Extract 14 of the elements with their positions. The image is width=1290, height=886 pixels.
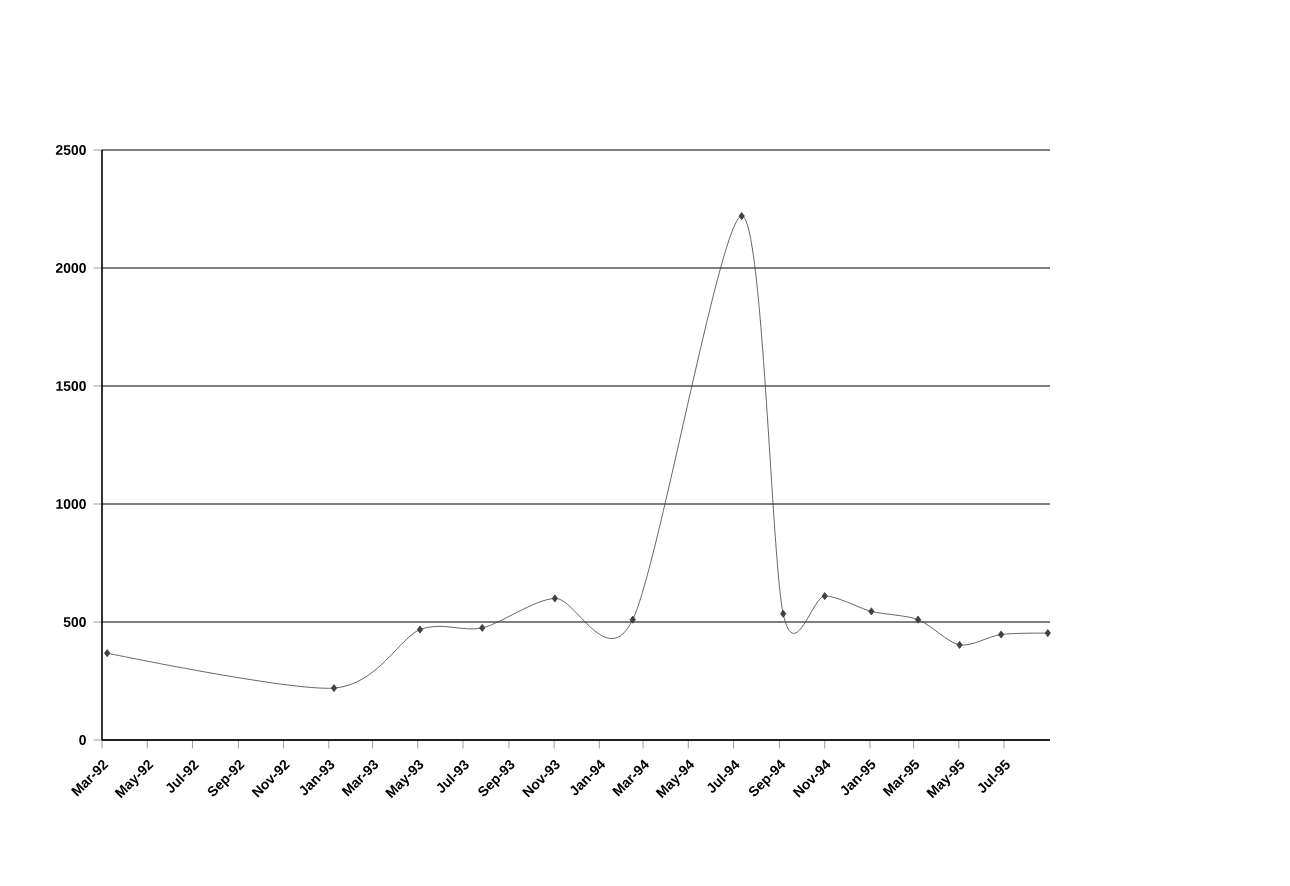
- point: [956, 640, 963, 649]
- point: [821, 592, 828, 601]
- point: [479, 623, 486, 632]
- point: [551, 594, 558, 603]
- point: [629, 615, 636, 624]
- point: [998, 630, 1005, 639]
- point: [104, 649, 111, 658]
- point: [868, 607, 875, 616]
- point: [914, 615, 922, 624]
- point: [416, 625, 424, 634]
- point: [780, 609, 787, 618]
- point: [330, 684, 338, 693]
- point: [1044, 629, 1051, 638]
- point: [738, 212, 745, 221]
